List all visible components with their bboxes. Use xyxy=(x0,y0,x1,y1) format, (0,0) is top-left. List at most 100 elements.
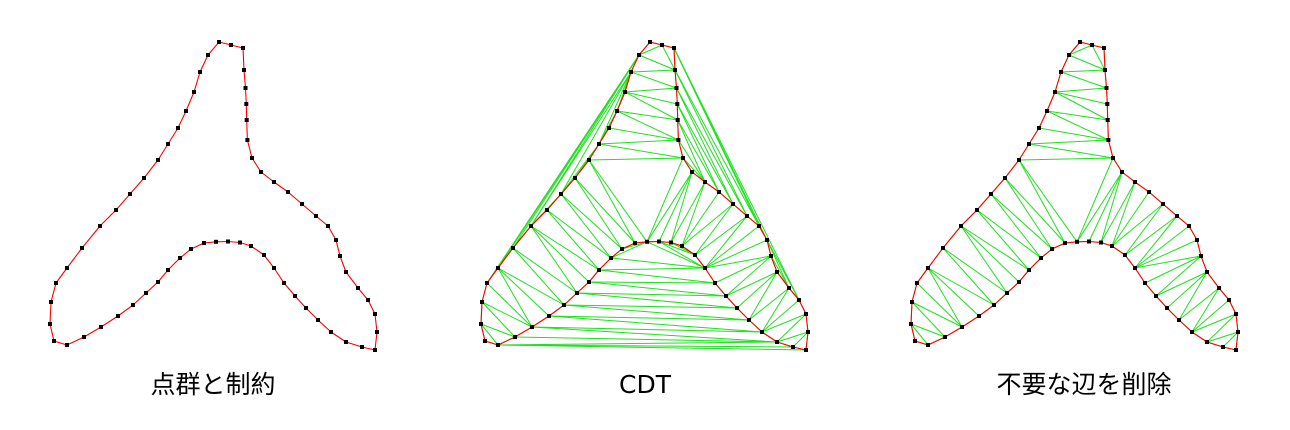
triangulation-edge xyxy=(1134,225,1190,269)
triangulation-edge xyxy=(546,209,612,259)
vertex-point xyxy=(244,118,249,122)
triangulation-edge xyxy=(1206,331,1239,343)
vertex-point xyxy=(1111,156,1115,160)
vertex-point xyxy=(674,86,679,90)
vertex-point xyxy=(496,343,500,347)
vertex-point xyxy=(575,291,579,295)
vertex-point xyxy=(206,53,210,57)
triangulation-edge xyxy=(497,341,778,346)
triangulation-edge xyxy=(1155,255,1202,297)
triangulation-edge xyxy=(1155,271,1208,297)
triangulation-edge xyxy=(497,267,533,328)
vertex-point xyxy=(530,325,534,329)
vertex-point xyxy=(1087,239,1091,244)
vertex-point xyxy=(960,325,964,329)
vertex-point xyxy=(250,156,254,160)
vertex-point xyxy=(562,303,566,307)
triangulation-edge xyxy=(670,171,693,243)
vertex-point xyxy=(559,192,563,196)
triangulation-edge xyxy=(576,292,727,297)
triangulation-edge xyxy=(560,193,623,250)
vertex-point xyxy=(293,294,297,298)
triangulation-edge xyxy=(588,281,716,284)
triangulation-edge xyxy=(1100,171,1123,243)
vertex-point xyxy=(114,208,118,212)
triangulation-edge xyxy=(1018,159,1078,243)
vertex-point xyxy=(272,180,276,184)
vertex-point xyxy=(806,330,810,334)
vertex-point xyxy=(99,325,103,329)
vertex-point xyxy=(511,246,515,250)
vertex-point xyxy=(760,330,764,334)
vertex-point xyxy=(975,208,979,212)
vertex-point xyxy=(1234,312,1238,316)
triangulation-edge xyxy=(1068,54,1106,71)
triangulation-edge xyxy=(927,267,963,328)
triangulation-edge xyxy=(531,326,778,343)
vertex-point xyxy=(326,224,330,228)
vertex-point xyxy=(98,224,102,228)
triangulation-edge xyxy=(624,91,678,105)
panel-points-and-constraints xyxy=(48,40,379,352)
vertex-point xyxy=(573,176,577,180)
vertex-point xyxy=(623,90,627,94)
triangulation-edge xyxy=(766,239,790,289)
triangulation-edge xyxy=(736,271,778,309)
triangulation-edge xyxy=(761,299,800,333)
triangulation-edge xyxy=(725,255,772,297)
triangulation-edge xyxy=(927,267,980,317)
vertex-point xyxy=(992,303,996,307)
vertex-point xyxy=(142,176,146,180)
vertex-point xyxy=(483,339,487,343)
triangulation-edge xyxy=(563,304,750,321)
vertex-point xyxy=(1154,294,1158,298)
vertex-point xyxy=(1050,247,1054,251)
triangulation-edge xyxy=(681,191,720,247)
vertex-point xyxy=(757,224,761,228)
vertex-point xyxy=(238,240,242,245)
triangulation-edge xyxy=(976,209,1030,271)
vertex-point xyxy=(545,208,549,212)
vertex-point xyxy=(300,202,304,206)
triangulation-edge xyxy=(530,225,578,294)
triangulation-edge xyxy=(674,69,760,227)
vertex-point xyxy=(669,240,673,245)
vertex-point xyxy=(329,330,333,334)
vertex-point xyxy=(192,90,196,94)
vertex-point xyxy=(724,294,728,298)
triangulation-edge xyxy=(674,69,748,217)
vertex-point xyxy=(672,46,676,50)
triangulation-edge xyxy=(910,323,946,338)
triangulation-edge xyxy=(1028,139,1109,145)
vertex-point xyxy=(1217,286,1221,290)
triangulation-edge xyxy=(638,54,676,71)
vertex-point xyxy=(366,298,370,302)
vertex-point xyxy=(48,322,52,326)
vertex-point xyxy=(673,68,677,72)
triangulation-edge xyxy=(990,193,1053,250)
vertex-point xyxy=(717,190,721,194)
triangulation-edge xyxy=(960,225,1030,271)
triangulation-edge xyxy=(916,282,963,328)
triangulation-edge xyxy=(497,344,807,351)
vertex-point xyxy=(198,70,202,74)
vertex-point xyxy=(1147,190,1151,194)
vertex-point xyxy=(941,246,945,250)
vertex-point xyxy=(1236,330,1240,334)
triangulation-edge xyxy=(514,336,778,343)
vertex-point xyxy=(1090,43,1094,47)
vertex-point xyxy=(189,247,193,251)
vertex-point xyxy=(178,256,182,260)
vertex-point xyxy=(479,322,483,326)
triangulation-edge xyxy=(1191,299,1230,333)
vertex-point xyxy=(787,286,791,290)
vertex-point xyxy=(910,300,914,304)
vertex-point xyxy=(1075,239,1079,244)
triangulation-edge xyxy=(576,292,738,309)
triangulation-edge xyxy=(704,225,760,269)
vertex-point xyxy=(703,180,707,184)
triangulation-edge xyxy=(1134,255,1202,269)
vertex-point xyxy=(344,270,348,274)
triangulation-edge xyxy=(598,269,716,284)
triangulation-edge xyxy=(646,171,693,243)
